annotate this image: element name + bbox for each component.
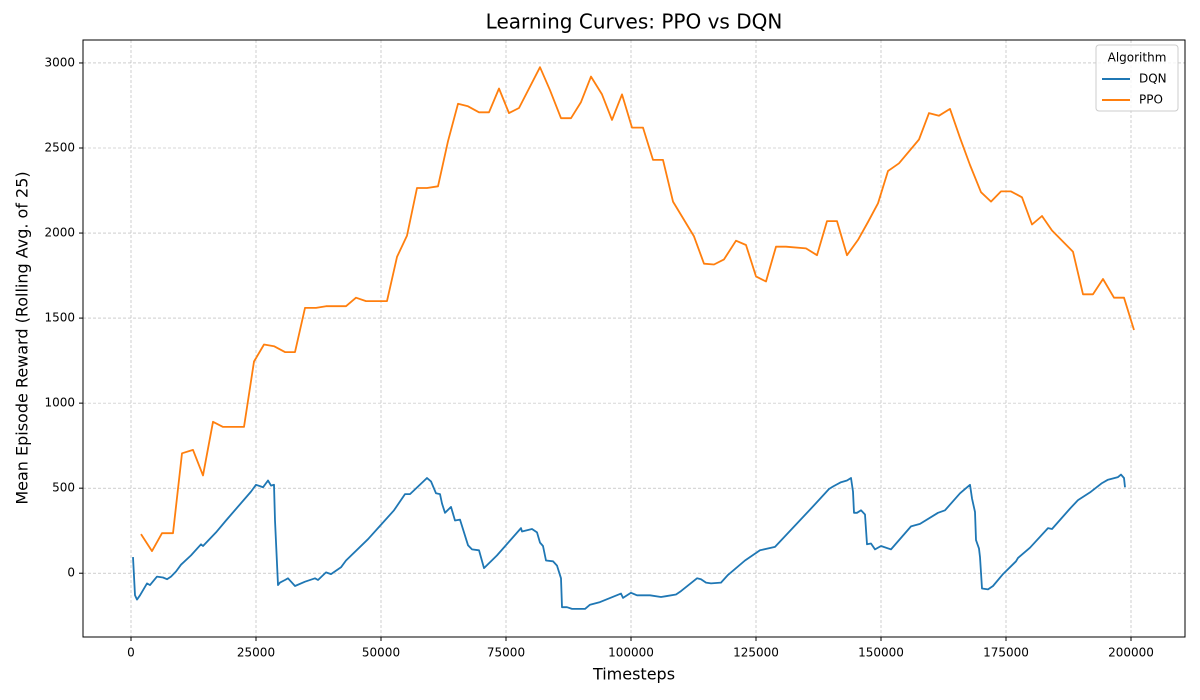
series-line [132,473,1126,610]
series-line [140,66,1135,552]
x-tick-label: 75000 [487,646,525,660]
x-tick-label: 150000 [858,646,904,660]
y-tick-label: 3000 [44,55,75,69]
legend-label: DQN [1139,72,1167,86]
y-tick-label: 1000 [44,396,75,410]
plot-frame [82,39,1186,638]
x-tick-label: 125000 [733,646,779,660]
x-tick-label: 25000 [237,646,275,660]
y-tick-label: 500 [52,481,75,495]
legend-box [1095,44,1179,112]
x-axis-label: Timesteps [592,665,675,684]
x-tick-label: 100000 [608,646,654,660]
x-tick-label: 200000 [1108,646,1154,660]
legend-title: Algorithm [1108,51,1167,65]
y-tick-label: 0 [67,566,75,580]
x-tick-label: 175000 [983,646,1029,660]
y-tick-label: 2500 [44,141,75,155]
legend-label: PPO [1139,93,1163,107]
y-tick-label: 2000 [44,226,75,240]
chart-title: Learning Curves: PPO vs DQN [486,10,783,34]
x-tick-label: 0 [127,646,135,660]
y-tick-label: 1500 [44,311,75,325]
y-axis-label: Mean Episode Reward (Rolling Avg. of 25) [13,171,32,504]
x-tick-label: 50000 [362,646,400,660]
